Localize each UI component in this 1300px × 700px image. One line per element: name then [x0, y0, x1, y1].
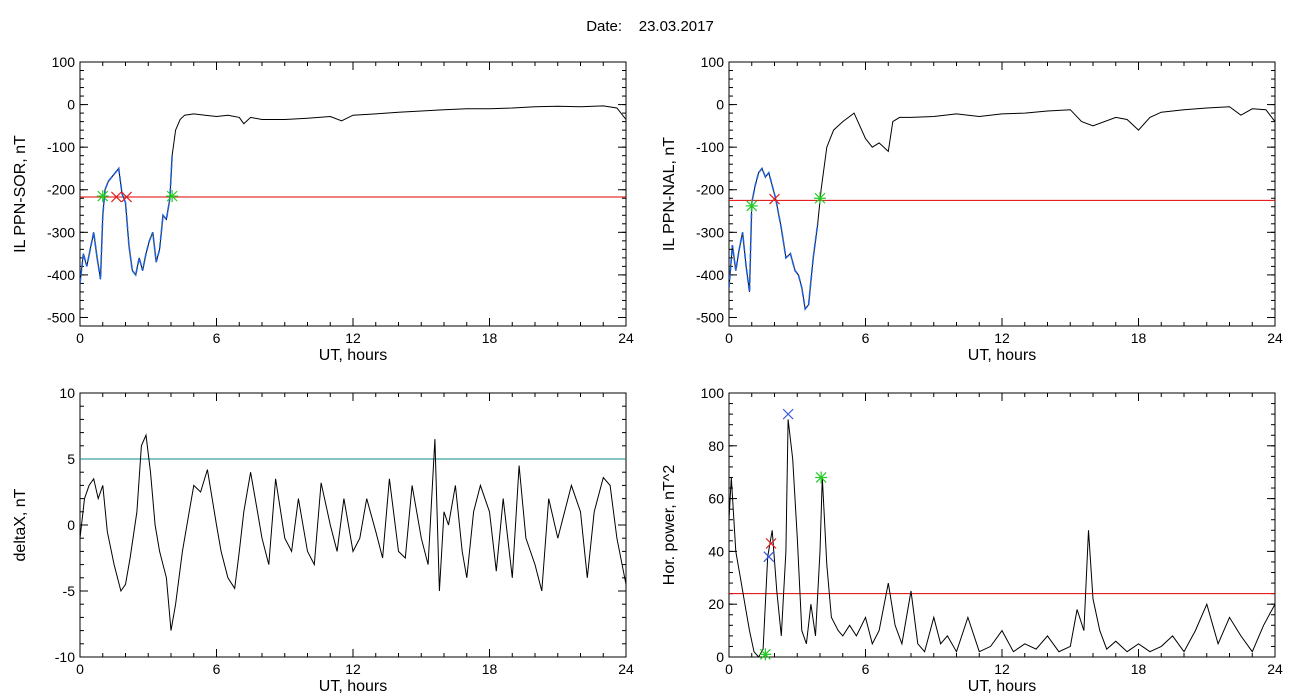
- x-axis-label: UT, hours: [319, 347, 387, 364]
- y-tick-label: 0: [716, 97, 724, 113]
- y-tick-label: 10: [59, 385, 75, 401]
- data-series-line: [729, 419, 1275, 657]
- y-tick-label: -500: [696, 309, 724, 325]
- y-tick-label: 20: [708, 596, 724, 612]
- x-axis-label: UT, hours: [968, 678, 1036, 695]
- y-tick-label: 0: [67, 517, 75, 533]
- event-marker-red: [769, 193, 780, 205]
- x-tick-label: 0: [725, 661, 733, 677]
- y-tick-label: 5: [67, 451, 75, 467]
- x-tick-label: 12: [994, 661, 1010, 677]
- event-marker-red: [110, 191, 122, 203]
- y-tick-label: 40: [708, 543, 724, 559]
- y-tick-label: -200: [47, 182, 75, 198]
- x-tick-label: 18: [482, 661, 498, 677]
- x-tick-label: 18: [482, 330, 498, 346]
- y-tick-label: -5: [63, 583, 76, 599]
- x-tick-label: 18: [1131, 330, 1147, 346]
- x-tick-label: 12: [345, 330, 361, 346]
- y-tick-label: -500: [47, 309, 75, 325]
- y-tick-label: -200: [696, 182, 724, 198]
- x-tick-label: 6: [862, 661, 870, 677]
- x-tick-label: 12: [994, 330, 1010, 346]
- x-tick-label: 12: [345, 661, 361, 677]
- y-axis-label: IL PPN-NAL, nT: [661, 137, 678, 251]
- chart-panel-2: 0 6 12 18 24 100 0 -100 -200 -300 -400 -500 UT, hour…: [661, 54, 1283, 364]
- x-tick-label: 24: [1267, 330, 1283, 346]
- y-tick-label: 100: [52, 54, 76, 70]
- y-tick-label: -400: [696, 267, 724, 283]
- x-tick-label: 24: [1267, 661, 1283, 677]
- data-series-line: [80, 433, 626, 631]
- event-marker-green: [759, 648, 772, 661]
- y-tick-label: 100: [701, 385, 725, 401]
- x-tick-label: 24: [618, 330, 634, 346]
- y-tick-label: -100: [696, 139, 724, 155]
- chart-panel-1: 0 6 12 18 24 100 0 -100 -200 -300 -400 -500 UT, hour…: [12, 54, 634, 364]
- x-tick-label: 0: [76, 661, 84, 677]
- date-value: 23.03.2017: [638, 18, 714, 35]
- y-axis-label: deltaX, nT: [12, 488, 29, 561]
- highlighted-series-segment: [729, 166, 819, 311]
- event-marker-green: [814, 192, 826, 205]
- plot-frame: [728, 392, 1276, 658]
- highlighted-series-segment: [80, 155, 173, 284]
- event-marker-green: [166, 190, 179, 203]
- x-tick-label: 24: [618, 661, 634, 677]
- x-tick-label: 6: [213, 330, 221, 346]
- x-tick-label: 6: [213, 661, 221, 677]
- y-tick-label: -400: [47, 267, 75, 283]
- y-tick-label: 0: [716, 649, 724, 665]
- event-marker-blue: [782, 408, 794, 420]
- x-tick-label: 18: [1131, 661, 1147, 677]
- y-tick-label: -10: [55, 649, 75, 665]
- y-axis-label: IL PPN-SOR, nT: [12, 135, 29, 253]
- page-title: Date: 23.03.2017: [0, 18, 1300, 35]
- plot-frame: [79, 392, 627, 658]
- x-tick-label: 0: [725, 330, 733, 346]
- data-series-line: [80, 105, 626, 284]
- y-tick-label: -300: [47, 224, 75, 240]
- chart-panel-4: 0 6 12 18 24 100 80 60 40 20 0 UT, hours Hor. power,…: [661, 385, 1283, 695]
- y-axis-label: Hor. power, nT^2: [661, 465, 678, 586]
- x-tick-label: 0: [76, 330, 84, 346]
- chart-panel-3: 0 6 12 18 24 10 5 0 -5 -10 UT, hours deltaX, nT: [12, 385, 634, 695]
- y-tick-label: 100: [701, 54, 725, 70]
- event-marker-red: [121, 191, 133, 203]
- y-tick-label: -100: [47, 139, 75, 155]
- event-marker-green: [96, 190, 109, 203]
- event-marker-green: [815, 471, 828, 484]
- plot-frame: [79, 61, 627, 327]
- event-marker-blue: [763, 551, 775, 563]
- y-tick-label: -300: [696, 224, 724, 240]
- x-tick-label: 6: [862, 330, 870, 346]
- x-axis-label: UT, hours: [968, 347, 1036, 364]
- y-tick-label: 80: [708, 438, 724, 454]
- event-marker-green: [745, 199, 758, 212]
- x-axis-label: UT, hours: [319, 678, 387, 695]
- y-tick-label: 60: [708, 491, 724, 507]
- event-marker-red: [765, 538, 777, 549]
- date-label: Date:: [586, 18, 623, 35]
- y-tick-label: 0: [67, 97, 75, 113]
